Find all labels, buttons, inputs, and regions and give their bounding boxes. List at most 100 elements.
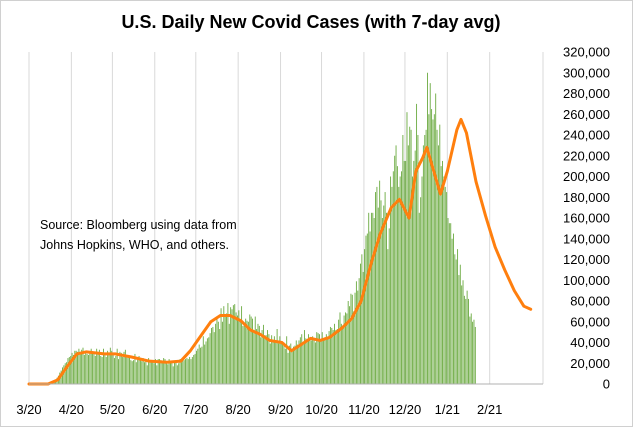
bar-day-28 [67, 358, 69, 384]
bar-day-38 [81, 349, 83, 384]
bar-day-86 [146, 365, 148, 384]
x-tick-label-10: 1/21 [435, 402, 460, 417]
bar-day-243 [361, 254, 363, 384]
bar-day-37 [79, 352, 81, 385]
bar-day-250 [370, 212, 372, 384]
bar-day-119 [191, 357, 193, 384]
bar-day-140 [220, 308, 222, 384]
bar-day-245 [364, 249, 366, 385]
bar-day-249 [369, 231, 371, 384]
y-tick-label-4: 80,000 [570, 294, 610, 309]
bar-day-81 [139, 359, 141, 384]
y-tick-label-5: 100,000 [563, 273, 610, 288]
bar-day-287 [421, 176, 423, 384]
bar-day-83 [142, 358, 144, 384]
bar-day-304 [444, 186, 446, 385]
bar-day-154 [239, 320, 241, 384]
bar-day-262 [387, 249, 389, 385]
bar-day-200 [302, 342, 304, 384]
bar-day-92 [154, 359, 156, 384]
bar-day-153 [238, 310, 240, 384]
bar-day-118 [190, 359, 192, 384]
bar-day-283 [416, 103, 418, 385]
bar-day-44 [89, 352, 91, 385]
bar-day-240 [357, 290, 359, 385]
bar-day-234 [349, 306, 351, 384]
bar-day-53 [101, 357, 103, 384]
y-tick-label-1: 20,000 [570, 356, 610, 371]
x-tick-label-7: 10/20 [305, 402, 338, 417]
bar-day-126 [201, 346, 203, 384]
bar-day-197 [298, 340, 300, 384]
bar-day-121 [194, 353, 196, 384]
bar-day-270 [398, 186, 400, 385]
bar-day-239 [355, 281, 357, 384]
bar-day-166 [256, 329, 258, 384]
bar-day-70 [124, 349, 126, 384]
x-tick-label-8: 11/20 [348, 402, 380, 417]
bar-day-31 [71, 352, 73, 385]
bar-day-212 [319, 334, 320, 384]
bar-day-45 [90, 348, 92, 384]
bar-day-309 [451, 238, 453, 384]
avg-line [27, 117, 533, 386]
x-tick-label-3: 6/20 [142, 402, 167, 417]
bar-day-125 [200, 347, 202, 384]
bar-day-102 [168, 359, 170, 384]
y-tick-label-7: 140,000 [563, 231, 610, 246]
bar-day-142 [223, 306, 225, 384]
bar-day-52 [100, 355, 102, 384]
bar-day-193 [293, 346, 294, 384]
x-tick-label-9: 12/20 [389, 402, 422, 417]
bar-day-291 [427, 72, 428, 384]
bar-day-144 [226, 313, 227, 384]
bar-day-282 [414, 150, 416, 384]
bar-day-138 [217, 321, 219, 384]
y-tick-label-13: 260,000 [563, 107, 610, 122]
bar-day-39 [82, 347, 84, 384]
bar-day-69 [123, 351, 125, 384]
bar-day-77 [134, 353, 136, 384]
bar-day-101 [167, 364, 169, 384]
bar-day-147 [230, 307, 232, 384]
bar-day-171 [262, 324, 264, 384]
bar-day-29 [68, 357, 70, 384]
bar-day-158 [245, 318, 247, 384]
bar-day-80 [138, 355, 140, 384]
bar-day-190 [288, 345, 290, 384]
bar-day-289 [424, 135, 426, 384]
bar-day-279 [410, 129, 412, 384]
bar-day-141 [221, 321, 223, 384]
bar-day-167 [257, 323, 259, 384]
bar-day-316 [461, 285, 463, 384]
bar-day-50 [97, 353, 99, 384]
bar-day-320 [466, 290, 468, 385]
bar-day-205 [309, 337, 311, 384]
bar-day-186 [283, 342, 285, 384]
bar-day-156 [242, 325, 244, 384]
bar-day-314 [458, 275, 460, 384]
bar-day-235 [350, 293, 352, 384]
grid-layer [28, 52, 544, 384]
bar-day-180 [275, 340, 277, 384]
bar-day-103 [170, 362, 171, 384]
y-tick-label-2: 40,000 [570, 335, 610, 350]
bar-day-275 [405, 160, 407, 384]
bar-day-139 [219, 329, 221, 384]
bar-day-54 [103, 348, 104, 384]
bar-day-98 [163, 358, 165, 384]
x-tick-label-6: 9/20 [268, 402, 293, 417]
bar-day-267 [394, 155, 396, 384]
bar-day-55 [104, 353, 106, 384]
bar-day-257 [380, 200, 382, 384]
bar-day-110 [179, 359, 181, 384]
bar-day-105 [172, 366, 174, 384]
bar-day-217 [325, 334, 327, 384]
bar-day-46 [92, 351, 94, 384]
bar-day-162 [250, 316, 252, 384]
bar-day-35 [77, 351, 78, 384]
bar-day-123 [197, 348, 199, 384]
bar-day-95 [159, 359, 161, 384]
bar-day-24 [62, 367, 63, 384]
